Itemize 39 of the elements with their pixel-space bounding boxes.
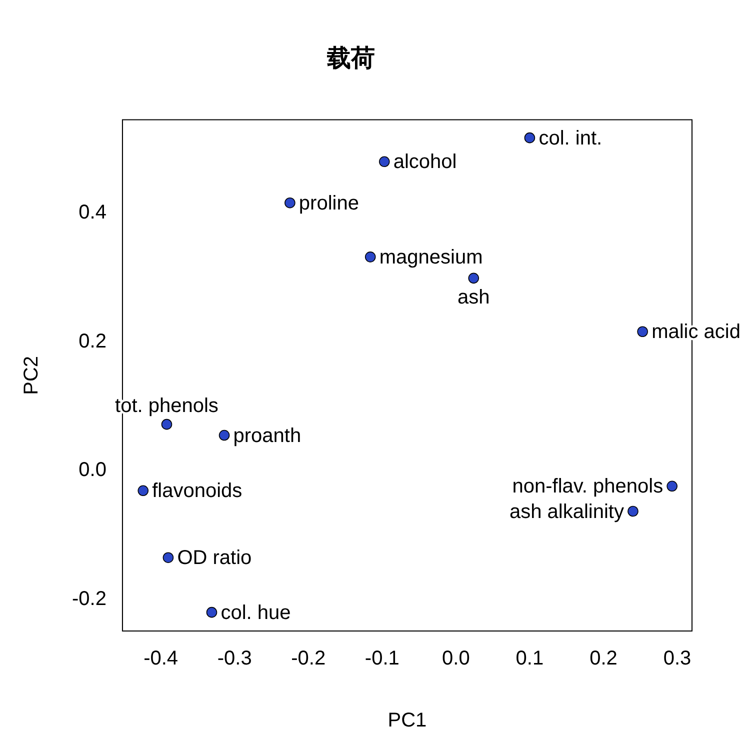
- point: [666, 480, 678, 492]
- annotation: proline: [298, 192, 359, 214]
- point: [284, 197, 296, 208]
- point: [162, 552, 174, 564]
- point: [468, 272, 480, 284]
- point: [206, 606, 218, 618]
- x-tick-label: 0.3: [663, 648, 692, 670]
- x-tick-label: -0.2: [291, 648, 326, 670]
- annotation: magnesium: [379, 246, 483, 268]
- x-axis-title: PC1: [388, 710, 427, 732]
- point: [161, 418, 172, 430]
- x-tick-label: -0.4: [144, 648, 178, 670]
- point: [364, 252, 376, 262]
- x-tick-label: -0.1: [364, 648, 400, 670]
- annotation: alcohol: [393, 151, 457, 174]
- point: [524, 132, 536, 144]
- point: [628, 506, 638, 517]
- x-tick-label: 0.1: [516, 648, 544, 670]
- y-axis-title: PC2: [20, 356, 43, 395]
- x-tick-label: -0.3: [217, 648, 252, 670]
- y-tick-label: -0.2: [72, 588, 106, 610]
- x-tick-label: 0.0: [442, 648, 470, 670]
- point: [138, 485, 149, 496]
- annotation: proanth: [233, 424, 302, 447]
- chart-title: 载荷: [326, 45, 375, 72]
- point: [218, 430, 230, 441]
- annotation: col. int.: [538, 127, 602, 150]
- annotation: ash: [458, 286, 490, 309]
- y-tick-label: 0.0: [78, 459, 106, 482]
- annotation: OD ratio: [177, 547, 252, 570]
- point: [378, 156, 390, 168]
- annotation: ash alkalinity: [509, 500, 624, 523]
- annotation: col. hue: [220, 602, 291, 624]
- y-tick-label: 0.2: [78, 330, 106, 352]
- annotation: non-flav. phenols: [512, 476, 664, 498]
- point: [637, 326, 648, 338]
- annotation: flavonoids: [152, 480, 242, 502]
- x-tick-label: 0.2: [590, 648, 618, 670]
- y-tick-label: 0.4: [78, 202, 106, 224]
